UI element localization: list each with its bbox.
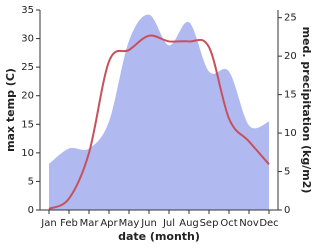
y-tick-label: 15	[21, 119, 34, 130]
x-axis-label: date (month)	[118, 230, 200, 243]
x-tick-label: Sep	[200, 218, 219, 229]
y-tick-label: 5	[28, 176, 34, 187]
x-tick-label: Jan	[40, 218, 56, 229]
x-tick-label: Feb	[60, 218, 78, 229]
x-tick-label: Nov	[239, 218, 259, 229]
x-tick-label: Jul	[162, 218, 175, 229]
y-tick-label: 10	[21, 148, 34, 159]
precipitation-area	[49, 14, 269, 210]
y-axis-label: max temp (C)	[4, 68, 17, 152]
y-tick-label: 0	[28, 205, 34, 216]
x-tick-label: Jun	[140, 218, 157, 229]
y2-tick-label: 20	[284, 51, 297, 62]
y2-tick-label: 15	[284, 90, 297, 101]
y-tick-label: 25	[21, 62, 34, 73]
y2-axis-label: med. precipitation (kg/m2)	[300, 27, 313, 194]
x-tick-label: Dec	[259, 218, 278, 229]
y2-tick-label: 5	[284, 167, 290, 178]
x-tick-label: Apr	[100, 218, 118, 229]
y2-tick-label: 25	[284, 13, 297, 24]
y2-tick-label: 10	[284, 128, 297, 139]
y2-tick-label: 0	[284, 205, 290, 216]
x-tick-label: Aug	[179, 218, 199, 229]
x-tick-label: Mar	[80, 218, 100, 229]
y-tick-label: 30	[21, 34, 34, 45]
y-tick-label: 35	[21, 5, 34, 16]
x-tick-label: May	[119, 218, 140, 229]
x-tick-label: Oct	[220, 218, 237, 229]
temperature-line	[48, 34, 270, 210]
y-tick-label: 20	[21, 91, 34, 102]
